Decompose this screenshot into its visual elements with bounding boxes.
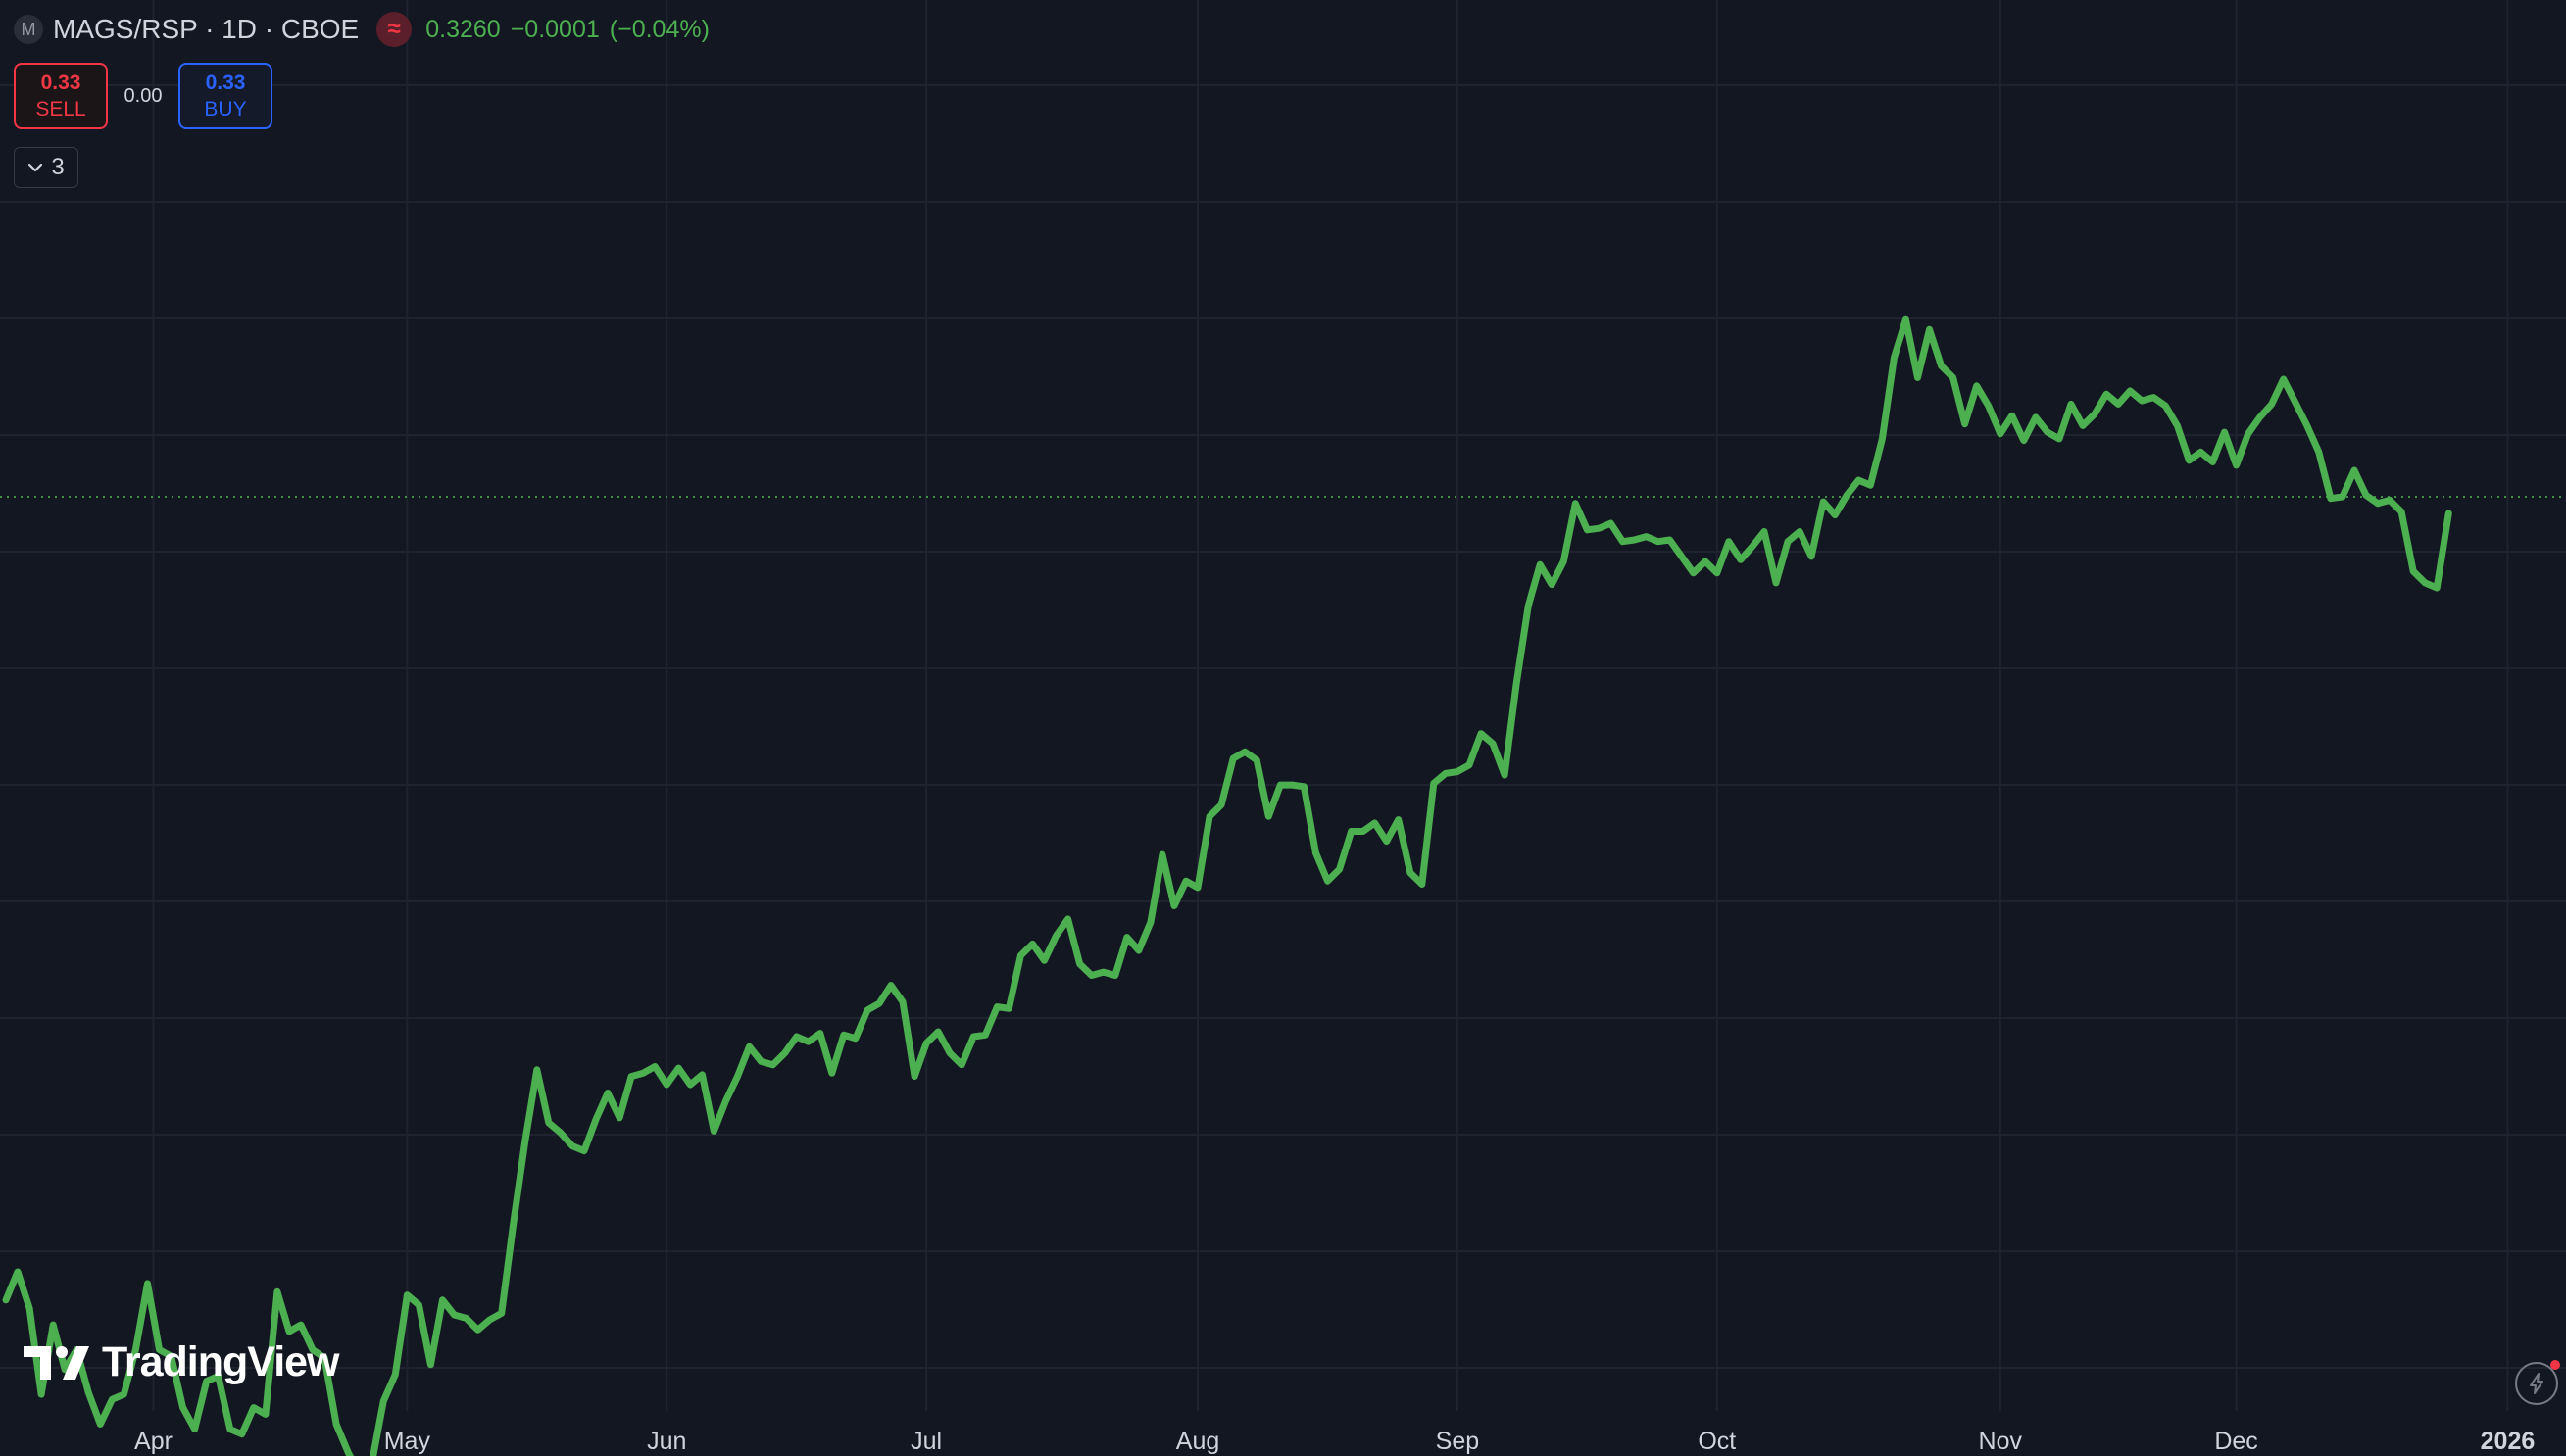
x-axis: arAprMayJunJulAugSepOctNovDec2026 [134, 1428, 2536, 1455]
trade-panel: 0.33 SELL 0.00 0.33 BUY [14, 63, 272, 129]
market-status-icon[interactable]: ≈ [376, 12, 413, 47]
price-change-percent: (−0.04%) [609, 15, 710, 43]
x-tick-label: Nov [1979, 1428, 2023, 1455]
x-tick-label: Jun [647, 1428, 686, 1455]
price-change: −0.0001 [510, 15, 600, 43]
series-layer [0, 315, 2566, 1456]
symbol-header: M MAGS/RSP · 1D · CBOE ≈ 0.3260 −0.0001 … [14, 10, 710, 49]
tradingview-logo: TradingView [22, 1338, 339, 1386]
buy-label: BUY [204, 98, 247, 121]
series-line [2, 315, 2452, 1456]
spread-value: 0.00 [123, 84, 163, 107]
x-tick-label: Aug [1176, 1428, 1219, 1455]
sell-button[interactable]: 0.33 SELL [14, 63, 108, 129]
lightning-icon[interactable] [2515, 1360, 2560, 1405]
buy-button[interactable]: 0.33 BUY [178, 63, 272, 129]
x-tick-label: 2026 [2481, 1428, 2536, 1455]
bolt-glyph-icon [2530, 1373, 2543, 1394]
notification-dot [2550, 1360, 2560, 1370]
sell-label: SELL [35, 98, 86, 121]
sell-price: 0.33 [40, 72, 81, 94]
tradingview-logo-icon [24, 1345, 89, 1380]
x-tick-label: Apr [134, 1428, 173, 1455]
symbol-title[interactable]: MAGS/RSP · 1D · CBOE [53, 14, 360, 44]
buy-price: 0.33 [205, 72, 246, 94]
indicators-toggle-button[interactable]: 3 [14, 147, 78, 188]
brand-name: TradingView [102, 1338, 339, 1385]
x-tick-label: May [384, 1428, 431, 1455]
indicators-count: 3 [51, 154, 65, 180]
x-tick-label: Sep [1436, 1428, 1479, 1455]
last-price: 0.3260 [425, 15, 501, 43]
chevron-down-icon [28, 163, 43, 172]
x-tick-label: Jul [911, 1428, 942, 1455]
x-tick-label: Dec [2214, 1428, 2257, 1455]
gridlines [0, 0, 2566, 1411]
symbol-logo-icon[interactable]: M [14, 15, 43, 44]
x-tick-label: Oct [1698, 1428, 1736, 1455]
